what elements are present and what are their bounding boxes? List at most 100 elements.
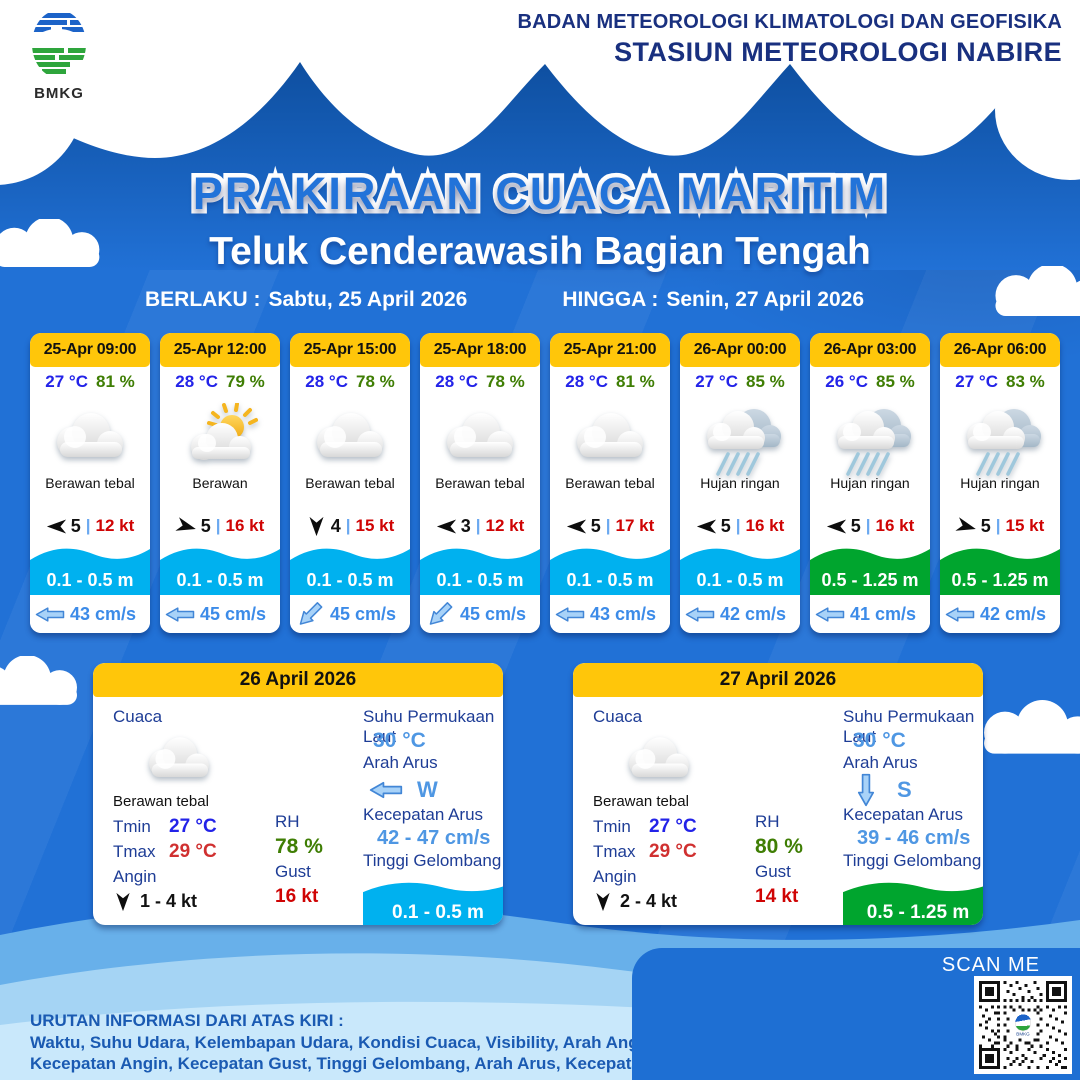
weather-label: Cuaca [593,707,643,726]
condition-label: Hujan ringan [960,475,1040,491]
separator: | [345,516,351,535]
wave-height-band: 0.1 - 0.5 m [550,565,670,595]
footer-line: Kecepatan Angin, Kecepatan Gust, Tinggi … [30,1054,695,1073]
wind-direction-icon [113,891,134,912]
temp-humidity-row: 26 °C 85 % [810,367,930,397]
current-speed-label: Kecepatan Arus [363,805,484,824]
wave-height-value: 0.5 - 1.25 m [821,569,919,590]
temp-humidity-row: 27 °C 81 % [30,367,150,397]
wind-speed: 16 kt [225,516,265,535]
poster-title: PRAKIRAAN CUACA MARITIM [188,164,889,224]
wind-direction-icon [826,516,847,537]
agency-header: BADAN METEOROLOGI KLIMATOLOGI DAN GEOFIS… [517,11,1062,68]
wave-height-value: 0.1 - 0.5 m [306,569,394,590]
wind-speed: 16 kt [875,516,915,535]
humidity: 79 % [225,372,265,391]
wind-direction-icon [436,516,457,537]
region-subtitle: Teluk Cenderawasih Bagian Tengah [209,230,871,273]
wave-height-badge: 0.1 - 0.5 m [363,875,503,925]
wave-crest [940,548,1060,566]
hourly-card: 26-Apr 03:00 26 °C 85 % Hujan ringan 5 | … [810,333,930,633]
air-temperature: 28 °C [175,372,218,391]
valid-until: HINGGA : Senin, 27 April 2026 [562,288,865,311]
current-direction-icon [945,605,975,624]
wave-height-value: 0.1 - 0.5 m [392,901,484,923]
wave-height-section: 0.1 - 0.5 m [550,543,670,595]
visibility-value: 5 [720,515,731,536]
wave-height-section: 0.1 - 0.5 m [160,543,280,595]
weather-icon [290,397,410,475]
qr-center-logo: BMKG [1014,1014,1032,1036]
svg-text:BMKG: BMKG [1016,1031,1030,1036]
wind-row: 4 | 15 kt [290,513,410,539]
wind-row: 5 | 15 kt [940,513,1060,539]
separator: | [475,516,481,535]
daily-card-body: Cuaca Berawan tebal Tmin 27 °C Tmax 29 °C … [573,697,983,925]
visibility-value: 5 [850,515,861,536]
weather-label: Cuaca [113,707,163,726]
air-temperature: 28 °C [305,372,348,391]
weather-icon [30,397,150,475]
separator: | [865,516,871,535]
air-temperature: 28 °C [435,372,478,391]
cloud-decoration [970,698,1080,758]
current-direction-label: Arah Arus [843,753,918,772]
wave-crest [160,548,280,566]
bmkg-logo: BMKG [24,8,94,102]
current-direction-icon [293,597,328,632]
wind-label: Angin [113,866,157,886]
condition-label: Berawan tebal [435,475,525,491]
wind-row: 5 | 12 kt [30,513,150,539]
sst-value: 30 °C [853,729,906,752]
wave-height-value: 0.1 - 0.5 m [46,569,134,590]
daily-summary-row: 26 April 2026 Cuaca Berawan tebal Tmin 27… [93,663,983,925]
top-wave-decoration [0,62,1080,270]
wind-row: 5 | 16 kt [160,513,280,539]
temp-humidity-row: 28 °C 79 % [160,367,280,397]
wind-speed: 12 kt [95,516,135,535]
wave-height-band: 0.1 - 0.5 m [680,565,800,595]
footer-legend: URUTAN INFORMASI DARI ATAS KIRI : Waktu,… [30,1010,694,1075]
wind-direction-icon [953,513,979,539]
wave-crest [680,548,800,566]
forecast-time: 26-Apr 03:00 [810,333,930,367]
wind-direction-icon [173,513,199,539]
cloud-decoration [0,656,90,706]
wave-crest [550,548,670,566]
wind-speed: 12 kt [485,516,525,535]
current-direction-icon [815,605,845,624]
rh-value: 78 % [275,834,323,858]
current-speed: 41 cm/s [850,603,917,624]
wind-row: 5 | 17 kt [550,513,670,539]
current-direction-icon [423,597,458,632]
humidity: 85 % [745,372,785,391]
current-speed-range: 42 - 47 cm/s [377,827,491,849]
visibility-value: 5 [70,515,81,536]
condition-label: Berawan tebal [593,793,689,810]
wind-row: 5 | 16 kt [680,513,800,539]
weather-icon [589,727,755,789]
weather-icon [109,727,275,789]
rh-label: RH [275,811,300,831]
wind-range: 1 - 4 kt [140,891,198,911]
temp-humidity-row: 27 °C 83 % [940,367,1060,397]
wave-height-section: 0.1 - 0.5 m [680,543,800,595]
separator: | [605,516,611,535]
condition-label: Berawan [192,475,248,491]
condition-label: Berawan tebal [305,475,395,491]
hourly-card: 25-Apr 21:00 28 °C 81 % Berawan tebal 5 |… [550,333,670,633]
current-speed: 45 cm/s [460,603,527,624]
wind-speed: 16 kt [745,516,785,535]
wave-height-band: 0.1 - 0.5 m [30,565,150,595]
wave-height-section: 0.1 - 0.5 m [290,543,410,595]
visibility-value: 5 [200,515,211,536]
weather-icon [680,397,800,476]
gust-label: Gust [275,861,311,881]
wave-height-value: 0.1 - 0.5 m [696,569,784,590]
current-direction-icon [35,605,65,624]
gust-label: Gust [755,861,791,881]
wave-height-band: 0.1 - 0.5 m [420,565,540,595]
sst-label: Suhu Permukaan Laut [363,707,495,746]
wave-height-value: 0.1 - 0.5 m [176,569,264,590]
hourly-card: 26-Apr 06:00 27 °C 83 % Hujan ringan 5 | … [940,333,1060,633]
